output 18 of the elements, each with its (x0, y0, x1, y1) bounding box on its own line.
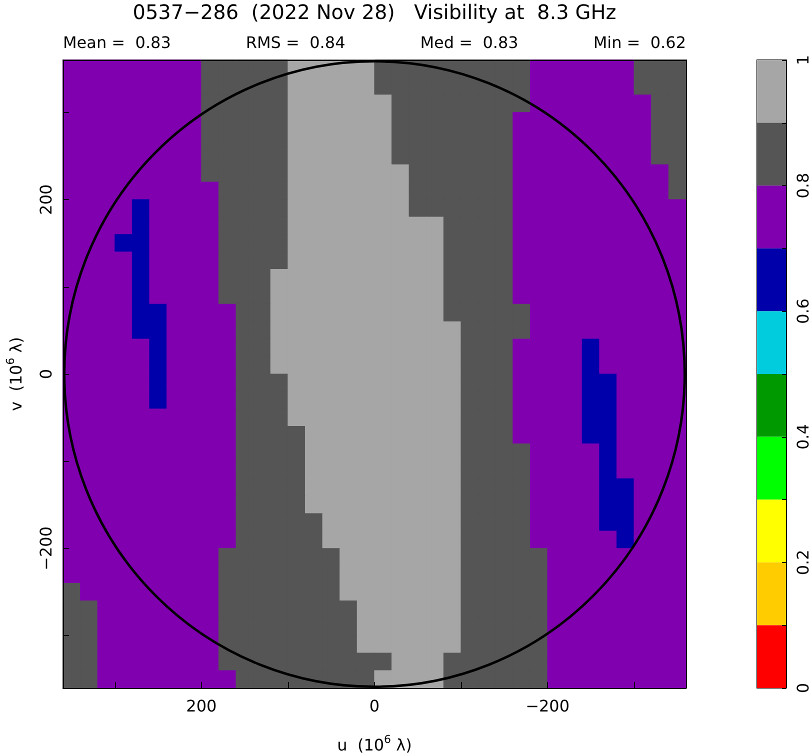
text: RMS = 0.84 (246, 33, 346, 53)
y-tick-label: 0 (36, 368, 56, 380)
chart-title: 0537−286 (2022 Nov 28) Visibility at 8.3 GHz (132, 0, 618, 24)
text: Min = 0.62 (593, 33, 686, 53)
color-bar-label: 0.2 (794, 550, 810, 576)
x-tick-label: −200 (526, 696, 570, 716)
color-bar-label: 0.8 (794, 172, 810, 198)
color-bar-label: 0 (794, 682, 810, 694)
color-bar-label: 1 (794, 54, 810, 66)
text: Med = 0.83 (420, 33, 518, 53)
color-bar-label: 0.6 (794, 298, 810, 324)
y-tick-label: 200 (36, 184, 56, 215)
color-bar-label: 0.4 (794, 424, 810, 450)
x-tick-label: 200 (186, 696, 217, 716)
y-tick-label: −200 (36, 526, 56, 570)
x-tick-label: 0 (369, 696, 380, 716)
y-axis-title: v (106 λ) (4, 336, 26, 412)
text: Mean = 0.83 (63, 33, 171, 53)
